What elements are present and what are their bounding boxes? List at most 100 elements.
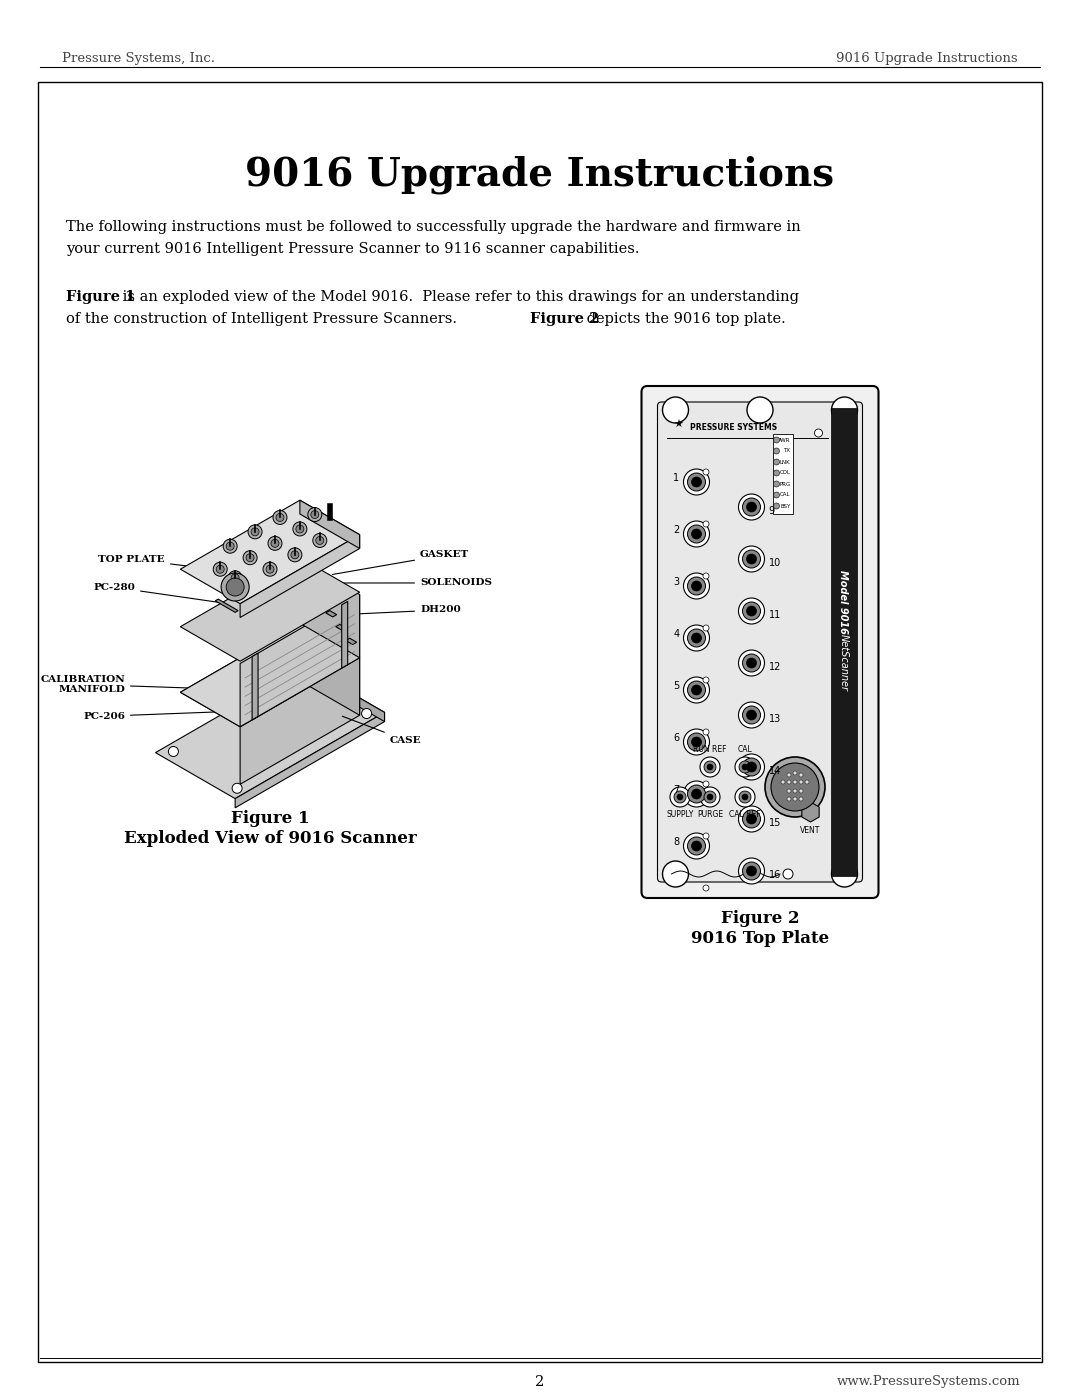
Text: 10: 10 [769, 557, 781, 569]
Circle shape [735, 757, 755, 777]
Text: Figure 2: Figure 2 [530, 312, 599, 326]
Circle shape [832, 397, 858, 423]
Circle shape [276, 514, 284, 521]
Circle shape [168, 746, 178, 756]
Circle shape [743, 654, 760, 672]
Circle shape [739, 703, 765, 728]
Polygon shape [300, 500, 360, 549]
Polygon shape [300, 623, 360, 715]
Circle shape [781, 780, 785, 784]
Circle shape [799, 780, 804, 784]
Circle shape [684, 469, 710, 495]
Polygon shape [156, 666, 384, 799]
Text: 12: 12 [769, 662, 781, 672]
Text: BSY: BSY [780, 503, 791, 509]
Text: SOLENOIDS: SOLENOIDS [333, 578, 492, 588]
Circle shape [362, 708, 372, 718]
Circle shape [773, 448, 780, 454]
Circle shape [793, 789, 797, 793]
Circle shape [231, 574, 239, 581]
Circle shape [691, 633, 702, 643]
Circle shape [291, 550, 299, 559]
Circle shape [704, 761, 716, 773]
FancyBboxPatch shape [658, 402, 863, 882]
Circle shape [243, 550, 257, 564]
Circle shape [296, 525, 303, 532]
Circle shape [743, 862, 760, 880]
Text: 2: 2 [673, 525, 679, 535]
Circle shape [266, 566, 274, 573]
Circle shape [221, 573, 249, 601]
Circle shape [787, 773, 791, 777]
Circle shape [232, 784, 242, 793]
Circle shape [743, 550, 760, 569]
Circle shape [688, 680, 705, 698]
Polygon shape [305, 666, 384, 722]
Text: SUPPLY: SUPPLY [666, 810, 693, 819]
Circle shape [704, 791, 716, 803]
Text: Figure 1: Figure 1 [231, 810, 309, 827]
Text: 9016 Upgrade Instructions: 9016 Upgrade Instructions [836, 52, 1018, 66]
Text: LNK: LNK [780, 460, 791, 464]
Circle shape [703, 729, 708, 735]
Polygon shape [336, 624, 347, 630]
Text: DH200: DH200 [333, 605, 461, 615]
Bar [831, 408, 856, 876]
Circle shape [688, 785, 705, 803]
Circle shape [746, 761, 756, 773]
Text: 2: 2 [536, 1375, 544, 1389]
Text: NetScanner: NetScanner [838, 633, 849, 690]
Text: CAL: CAL [738, 745, 753, 754]
Text: 5: 5 [673, 680, 679, 692]
Polygon shape [252, 654, 258, 719]
Circle shape [793, 771, 797, 775]
Circle shape [662, 861, 689, 887]
Circle shape [246, 553, 254, 562]
Circle shape [688, 474, 705, 490]
Circle shape [703, 678, 708, 683]
Circle shape [832, 861, 858, 887]
Circle shape [739, 650, 765, 676]
Text: 16: 16 [769, 870, 781, 880]
Text: 14: 14 [769, 766, 781, 775]
Circle shape [691, 789, 702, 799]
Text: PC-206: PC-206 [83, 711, 232, 721]
Circle shape [315, 536, 324, 545]
Circle shape [298, 672, 308, 682]
Text: PC-280: PC-280 [93, 583, 226, 604]
Circle shape [684, 833, 710, 859]
Circle shape [691, 738, 702, 747]
Circle shape [251, 528, 259, 536]
Circle shape [684, 729, 710, 754]
Circle shape [703, 833, 708, 840]
Circle shape [739, 495, 765, 520]
Circle shape [739, 598, 765, 624]
Text: COL: COL [780, 471, 791, 475]
Polygon shape [180, 623, 360, 726]
Circle shape [746, 606, 756, 616]
Circle shape [213, 562, 227, 576]
Text: your current 9016 Intelligent Pressure Scanner to 9116 scanner capabilities.: your current 9016 Intelligent Pressure S… [66, 242, 639, 256]
Circle shape [691, 841, 702, 851]
Circle shape [746, 502, 756, 511]
Text: 9016 Top Plate: 9016 Top Plate [691, 930, 829, 947]
Circle shape [703, 886, 708, 891]
Circle shape [787, 798, 791, 800]
Circle shape [688, 525, 705, 543]
Text: Figure 2: Figure 2 [720, 909, 799, 928]
Polygon shape [300, 560, 360, 658]
Circle shape [773, 481, 780, 488]
Polygon shape [240, 658, 360, 784]
Polygon shape [326, 610, 337, 617]
Text: Figure 1: Figure 1 [66, 291, 135, 305]
Text: 8: 8 [673, 837, 679, 847]
Text: The following instructions must be followed to successfully upgrade the hardware: The following instructions must be follo… [66, 219, 800, 235]
Circle shape [226, 542, 234, 550]
Text: 9: 9 [769, 506, 774, 515]
Text: 3: 3 [673, 577, 679, 587]
Circle shape [684, 573, 710, 599]
Circle shape [703, 573, 708, 578]
Circle shape [677, 793, 683, 800]
Text: is an exploded view of the Model 9016.  Please refer to this drawings for an und: is an exploded view of the Model 9016. P… [118, 291, 799, 305]
Text: PRG: PRG [780, 482, 791, 486]
